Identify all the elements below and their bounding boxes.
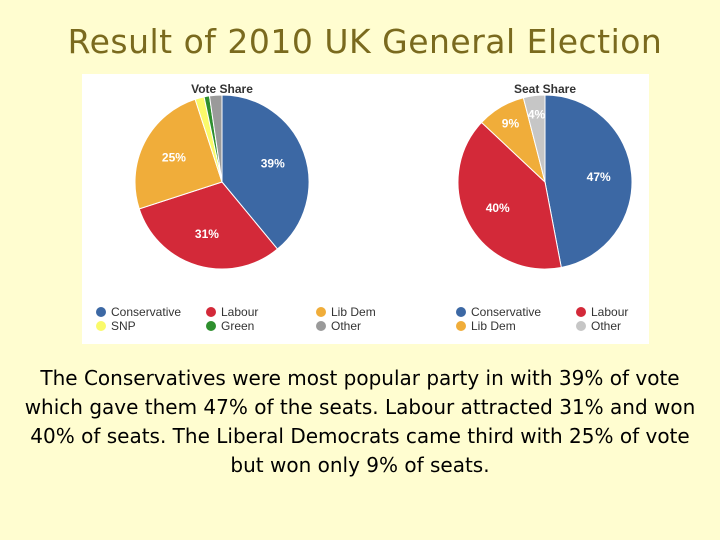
- legend-swatch-labour: [206, 307, 216, 317]
- legend-label-other: Other: [591, 319, 621, 333]
- data-label-lib-dem: 9%: [502, 117, 520, 131]
- data-label-labour: 40%: [486, 201, 510, 215]
- legend-label-conservative: Conservative: [471, 305, 541, 319]
- seat-share-title: Seat Share: [514, 82, 576, 96]
- legend-label-lib-dem: Lib Dem: [331, 305, 376, 319]
- legend-swatch-conservative: [96, 307, 106, 317]
- pie-charts-figure: Vote Share 39% 31% 25% Conservative Labour L…: [96, 82, 633, 333]
- legend-swatch-other: [576, 321, 586, 331]
- legend-label-labour: Labour: [591, 305, 628, 319]
- legend-label-green: Green: [221, 319, 254, 333]
- pie-slice-labour: [457, 121, 562, 270]
- legend-swatch-snp: [96, 321, 106, 331]
- legend-label-labour: Labour: [221, 305, 258, 319]
- pie-slice-other: [522, 94, 546, 183]
- legend-label-conservative: Conservative: [111, 305, 181, 319]
- charts-panel: Vote Share 39% 31% 25% Conservative Labour L…: [82, 74, 649, 344]
- seat-share-chart: Seat Share 47% 40% 9% 4% Conservative Labour…: [456, 82, 633, 333]
- data-label-lib-dem: 25%: [162, 151, 186, 165]
- legend-swatch-lib-dem: [456, 321, 466, 331]
- data-label-labour: 31%: [195, 227, 219, 241]
- pie-slice-other: [208, 94, 223, 183]
- legend-label-snp: SNP: [111, 319, 136, 333]
- seat-share-legend: Conservative Labour Lib Dem Other: [456, 305, 628, 333]
- vote-share-title: Vote Share: [191, 82, 253, 96]
- caption-text: The Conservatives were most popular part…: [24, 366, 696, 477]
- vote-share-pie: 39% 31% 25%: [134, 94, 310, 270]
- legend-swatch-other: [316, 321, 326, 331]
- vote-share-chart: Vote Share 39% 31% 25% Conservative Labour L…: [96, 82, 376, 333]
- data-label-conservative: 39%: [261, 157, 285, 171]
- pie-slice-conservative: [221, 94, 310, 250]
- pie-slice-conservative: [544, 94, 633, 269]
- data-label-conservative: 47%: [587, 170, 611, 184]
- legend-swatch-conservative: [456, 307, 466, 317]
- vote-share-legend: Conservative Labour Lib Dem SNP Green Other: [96, 305, 376, 333]
- legend-swatch-labour: [576, 307, 586, 317]
- pie-slice-labour: [138, 181, 279, 270]
- data-label-other: 4%: [528, 108, 546, 122]
- pie-slice-lib-dem: [134, 98, 223, 210]
- legend-label-other: Other: [331, 319, 361, 333]
- legend-label-lib-dem: Lib Dem: [471, 319, 516, 333]
- legend-swatch-green: [206, 321, 216, 331]
- seat-share-pie: 47% 40% 9% 4%: [457, 94, 633, 270]
- legend-swatch-lib-dem: [316, 307, 326, 317]
- slide-title: Result of 2010 UK General Election: [67, 22, 663, 61]
